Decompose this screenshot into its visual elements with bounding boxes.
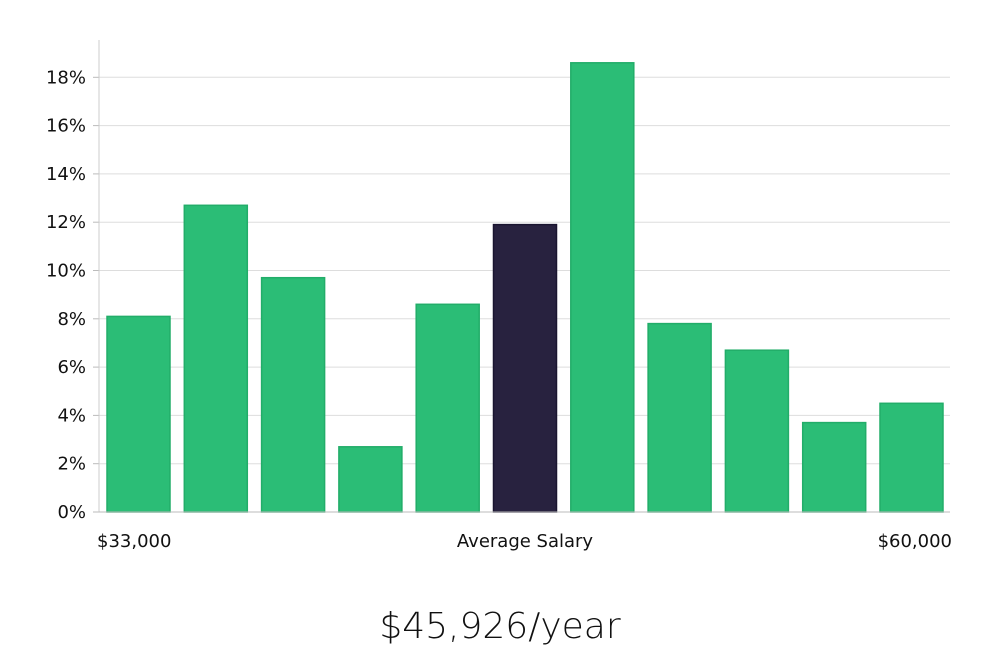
x-axis-title: Average Salary <box>457 531 594 552</box>
bar <box>183 204 249 513</box>
bar <box>647 322 712 513</box>
y-tick-label: 18% <box>46 67 86 88</box>
y-tick-label: 8% <box>57 309 86 330</box>
y-tick-label: 16% <box>46 116 86 137</box>
bar <box>415 303 480 513</box>
y-tick-label: 14% <box>46 164 86 185</box>
y-tick-label: 6% <box>57 357 86 378</box>
average-salary-value: $45,926/year <box>379 606 621 647</box>
x-axis-min-label: $33,000 <box>97 531 171 552</box>
bar <box>801 421 867 513</box>
bar <box>879 402 944 513</box>
bar <box>106 315 171 513</box>
bar <box>570 62 635 513</box>
x-axis-max-label: $60,000 <box>878 531 952 552</box>
y-axis-ticks: 0% 2% 4% 6% 8% 10% 12% 14% 16% 18% <box>46 67 99 523</box>
bar <box>338 446 403 513</box>
bar <box>724 349 790 513</box>
y-tick-label: 12% <box>46 212 86 233</box>
y-tick-label: 10% <box>46 261 86 282</box>
y-tick-label: 4% <box>57 405 86 426</box>
bar-highlighted <box>492 223 558 513</box>
bar <box>260 276 326 513</box>
y-tick-label: 2% <box>57 454 86 475</box>
bars <box>106 62 944 513</box>
y-tick-label: 0% <box>57 502 86 523</box>
salary-histogram: 0% 2% 4% 6% 8% 10% 12% 14% 16% 18% $33,000 Averag… <box>46 40 952 552</box>
